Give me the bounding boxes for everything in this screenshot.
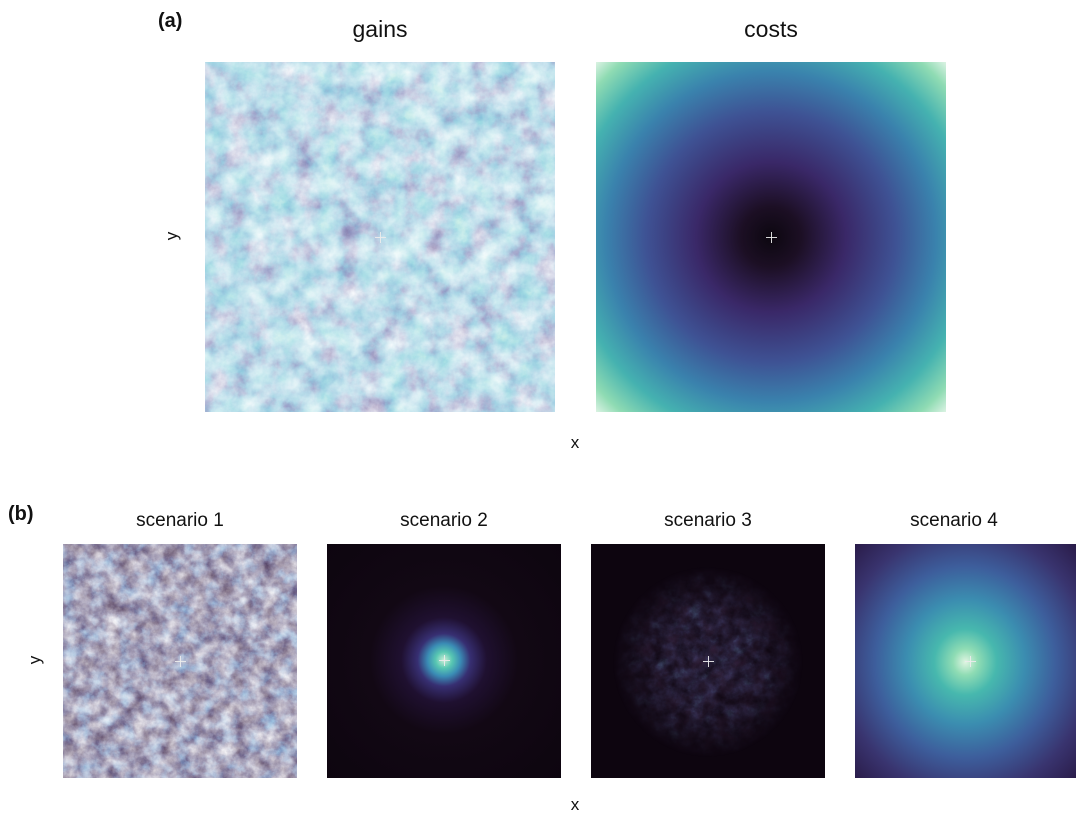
title-gains: gains xyxy=(352,16,408,42)
scenario-4-field xyxy=(855,544,1076,778)
title-scenario-3: scenario 3 xyxy=(664,510,752,531)
scenario-3-field xyxy=(591,544,825,778)
heatmap-scenario-3-svg xyxy=(591,544,825,778)
heatmap-costs xyxy=(596,62,946,412)
title-scenario-2: scenario 2 xyxy=(400,510,488,531)
heatmap-gains-svg xyxy=(205,62,555,412)
heatmap-scenario-3 xyxy=(591,544,825,778)
heatmap-scenario-4-svg xyxy=(855,544,1076,778)
heatmap-gains xyxy=(205,62,555,412)
scenario-2-field xyxy=(327,544,561,778)
x-axis-label-a: x xyxy=(570,433,580,452)
y-axis-label-b: y xyxy=(25,655,44,665)
title-costs: costs xyxy=(744,16,798,42)
costs-field xyxy=(596,62,946,412)
panel-label-a: (a) xyxy=(158,10,183,32)
heatmap-scenario-2 xyxy=(327,544,561,778)
heatmap-scenario-1-svg xyxy=(63,544,297,778)
title-scenario-4: scenario 4 xyxy=(910,510,998,531)
gains-field xyxy=(205,62,555,412)
heatmap-scenario-2-svg xyxy=(327,544,561,778)
y-axis-label-a: y xyxy=(162,231,181,241)
panel-label-b: (b) xyxy=(8,503,34,525)
x-axis-label-b: x xyxy=(570,795,580,814)
heatmap-scenario-4 xyxy=(855,544,1076,778)
scenario-1-field xyxy=(63,544,297,778)
heatmap-costs-svg xyxy=(596,62,946,412)
heatmap-scenario-1 xyxy=(63,544,297,778)
title-scenario-1: scenario 1 xyxy=(136,510,224,531)
